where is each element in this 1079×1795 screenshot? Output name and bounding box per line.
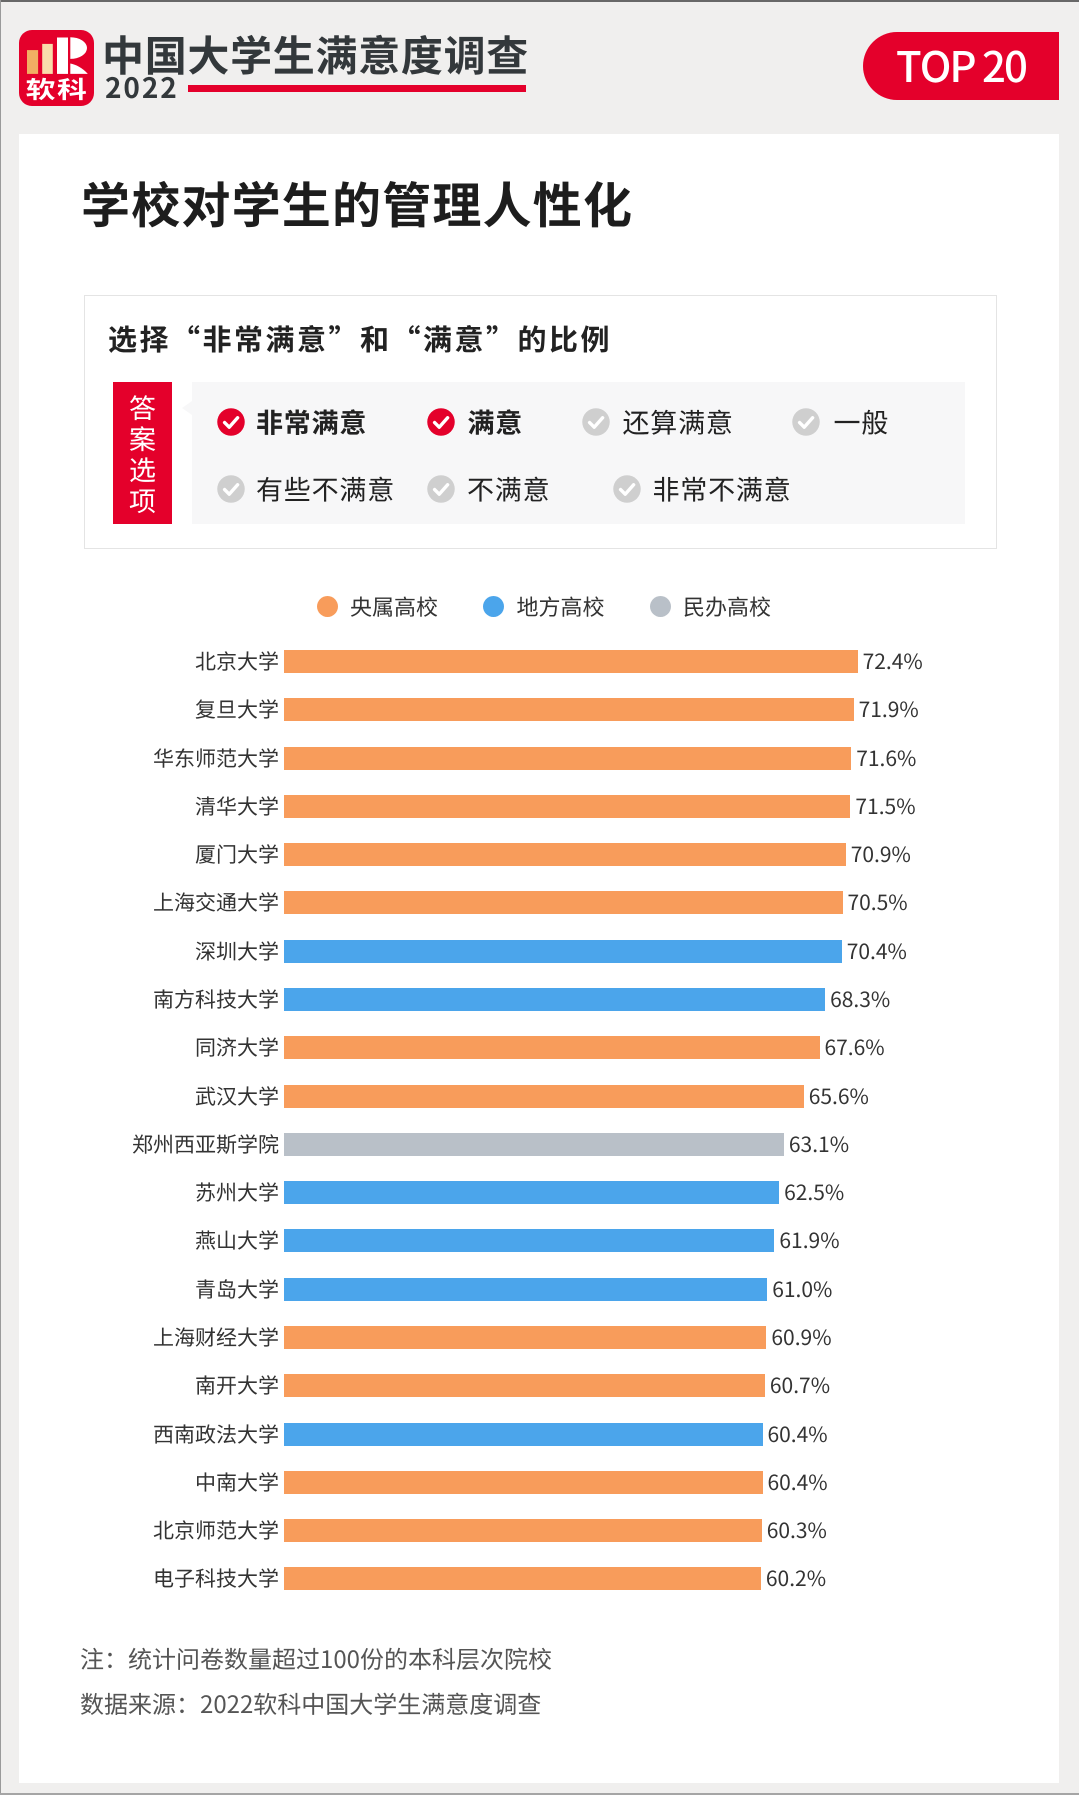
- svg-text:软科: 软科: [26, 70, 89, 104]
